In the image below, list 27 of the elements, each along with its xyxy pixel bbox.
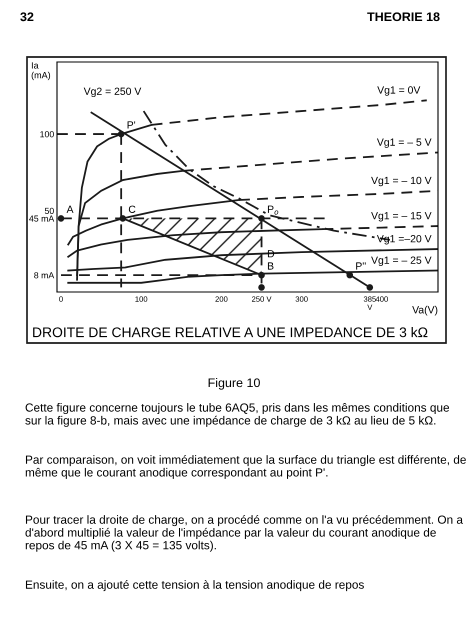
series-label: Vg1 = 0V — [377, 86, 420, 96]
text: Ensuite, on a ajouté cette tension à la tension anodique de repos — [26, 580, 364, 592]
text: Pour tracer la droite de charge, on a procédé comme on l'a vu précédemment. On a d'abord multiplié la valeur de l'impédance par la valeur du courant anodique de repos de 45 mA (3 X 45 = 135 volts). — [25, 515, 463, 552]
y-tick-label: 50 — [44, 208, 54, 214]
annotation: C — [128, 206, 136, 213]
annotation: P'' — [356, 262, 366, 270]
series-label: Vg1 = – 25 V — [371, 256, 432, 266]
annotation: B — [268, 262, 274, 270]
y-tick-label: 8 mA — [34, 272, 54, 278]
series-label: Vg1 = – 10 V — [371, 176, 432, 186]
text: Cette figure concerne toujours le tube 6AQ5, pris dans les mêmes conditions que sur la figure 8-b, mais avec une impédance de charge de 3 kΩ au lieu de 5 kΩ. — [25, 403, 450, 427]
x-axis-title: Va(V) — [412, 306, 438, 316]
y-tick-label: 45 mA — [29, 216, 54, 222]
annotation: Vg2 = 250 V — [84, 88, 142, 98]
annotation: P$_{o}$ — [268, 206, 278, 215]
caption: Figure 10 — [208, 378, 260, 390]
y-axis-title: Ia (mA) — [32, 62, 50, 80]
series-label: Vg1 = – 15 V — [371, 212, 432, 222]
series-label: Vg1 =–20 V — [376, 235, 432, 244]
text: 32 — [20, 12, 34, 22]
series-label: Vg1 = – 5 V — [376, 138, 432, 148]
y-tick-label: 100 — [40, 131, 54, 138]
text: THEORIE 18 — [367, 12, 440, 22]
text: Par comparaison, on voit immédiatement que la surface du triangle est différente, de même que le courant anodique correspondant au point P'. — [26, 455, 466, 479]
annotation: P' — [128, 121, 136, 129]
text: DROITE DE CHARGE RELATIVE A UNE IMPEDANCE DE 3 kΩ — [33, 327, 428, 338]
annotation: A — [66, 206, 74, 213]
